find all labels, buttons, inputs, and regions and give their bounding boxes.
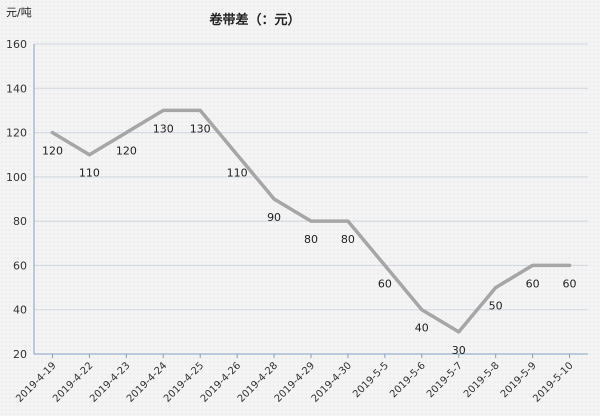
y-tick-label: 60 <box>13 259 27 272</box>
y-tick-label: 20 <box>13 348 27 361</box>
x-tick-label: 2019-5-7 <box>425 360 465 400</box>
data-point <box>124 131 128 135</box>
data-label: 120 <box>116 145 137 158</box>
x-tick-label: 2019-5-8 <box>462 360 502 400</box>
data-label: 120 <box>42 145 63 158</box>
data-label: 130 <box>190 122 211 135</box>
y-axis-ticks: 20 40 60 80 100 120 140 160 <box>6 38 27 361</box>
data-point <box>568 263 572 267</box>
data-label: 130 <box>153 122 174 135</box>
data-label: 80 <box>341 233 355 246</box>
x-tick-label: 2019-5-6 <box>388 360 428 400</box>
y-tick-label: 100 <box>6 171 27 184</box>
data-label: 80 <box>304 233 318 246</box>
y-tick-label: 40 <box>13 304 27 317</box>
data-point <box>383 263 387 267</box>
y-tick-label: 80 <box>13 215 27 228</box>
data-point <box>531 263 535 267</box>
data-point <box>161 108 165 112</box>
data-label: 90 <box>267 211 281 224</box>
data-point <box>346 219 350 223</box>
data-label: 110 <box>79 167 100 180</box>
data-label: 40 <box>415 322 429 335</box>
chart-title: 卷带差（：元） <box>209 12 300 28</box>
data-label: 60 <box>378 277 392 290</box>
data-point <box>87 153 91 157</box>
data-point <box>420 308 424 312</box>
data-point <box>198 108 202 112</box>
data-label: 30 <box>452 344 466 357</box>
x-tick-label: 2019-5-10 <box>531 360 575 404</box>
data-label: 60 <box>563 277 577 290</box>
data-point <box>457 330 461 334</box>
data-label: 110 <box>227 167 248 180</box>
x-tick-label: 2019-5-5 <box>351 360 391 400</box>
data-label: 50 <box>489 300 503 313</box>
x-axis-ticks: 2019-4-192019-4-222019-4-232019-4-242019… <box>14 354 576 405</box>
data-point <box>272 197 276 201</box>
data-point <box>50 131 54 135</box>
data-label: 60 <box>526 277 540 290</box>
data-labels: 120 110 120 130 130 110 90 80 80 60 40 30 50 60 60 <box>42 122 577 356</box>
data-point <box>235 153 239 157</box>
series-group <box>50 108 572 334</box>
y-tick-label: 140 <box>6 82 27 95</box>
data-point <box>309 219 313 223</box>
y-tick-label: 160 <box>6 38 27 51</box>
gridlines <box>34 43 588 355</box>
x-tick-label: 2019-4-30 <box>310 360 354 404</box>
y-tick-label: 120 <box>6 127 27 140</box>
y-axis-unit-label: 元/吨 <box>6 6 32 19</box>
data-point <box>494 286 498 290</box>
